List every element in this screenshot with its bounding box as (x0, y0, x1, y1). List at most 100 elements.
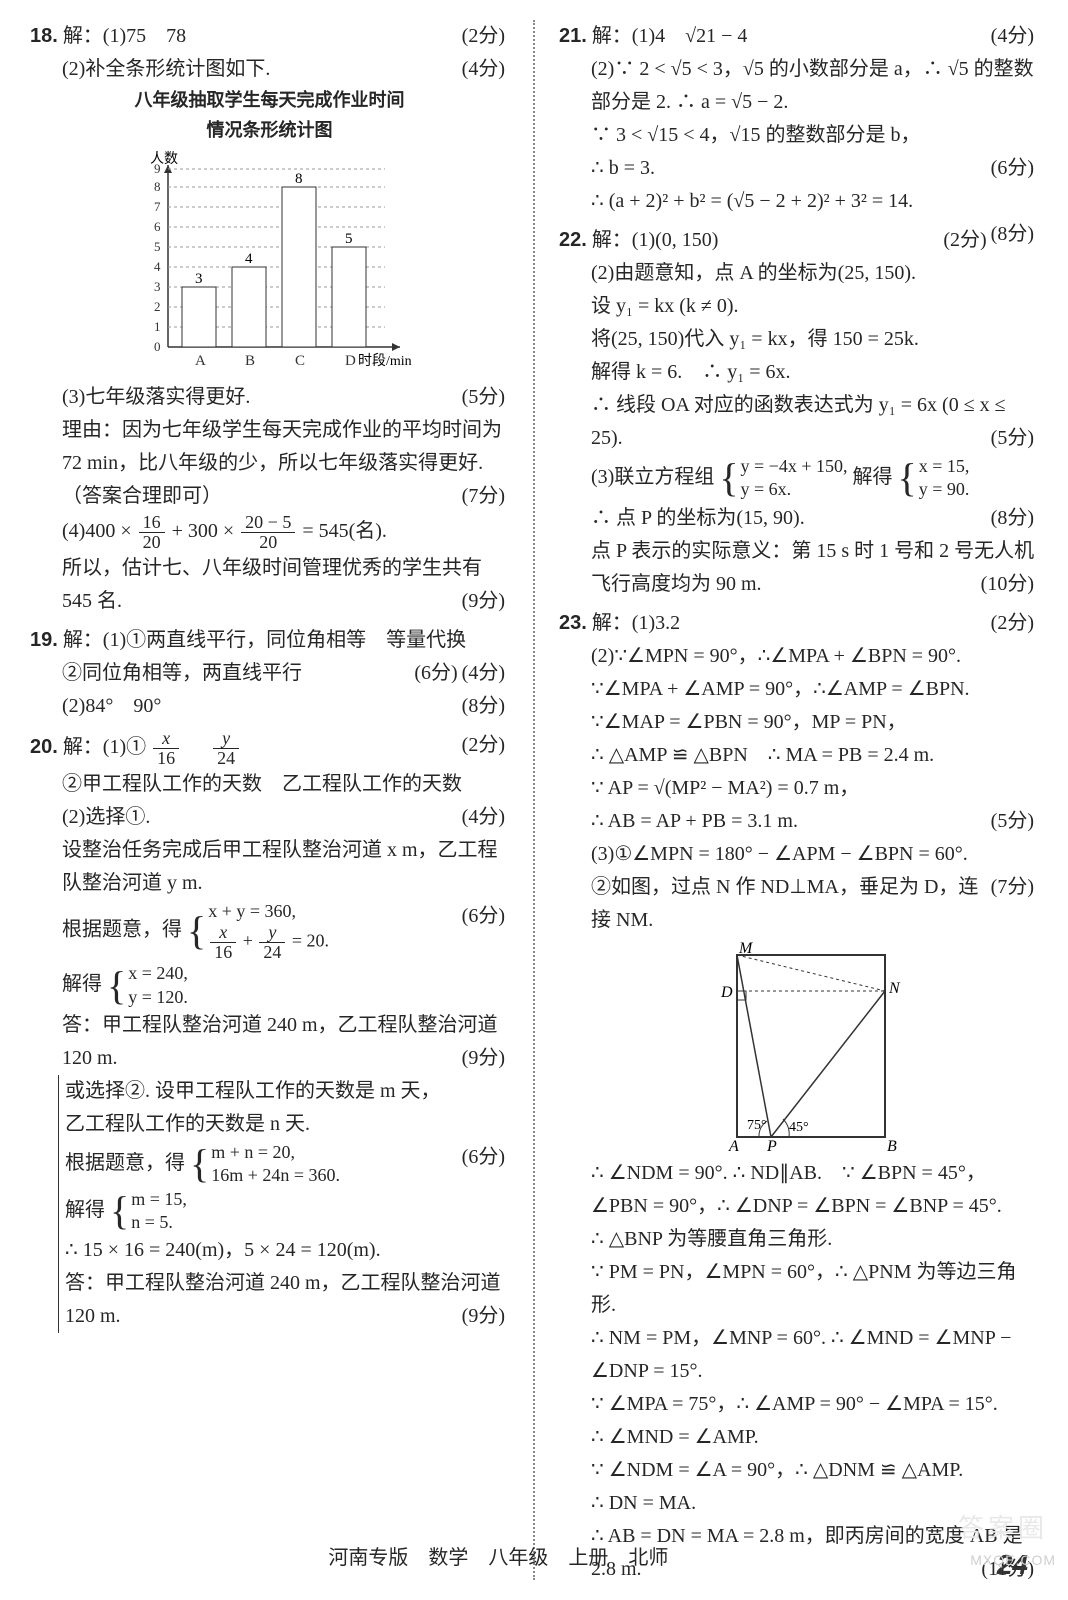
q20-alt: 或选择②. 设甲工程队工作的天数是 m 天， 乙工程队工作的天数是 n 天. 根… (58, 1075, 509, 1334)
q23-l1: 解：(1)3.2 (592, 612, 680, 634)
q23-l6: ∵ AP = √(MP² − MA²) = 0.7 m， (559, 772, 1038, 805)
watermark-url: MXQE.COM (970, 1549, 1056, 1572)
q23-s8: (7分) (991, 871, 1034, 904)
q18-s2: (4分) (462, 53, 505, 86)
q22-system: {y = −4x + 150,y = 6x. (719, 455, 847, 502)
q19-s3: (8分) (462, 690, 505, 723)
left-column: 18. 解：(1)75 78 (2分) (2)补全条形统计图如下. (4分) 八… (30, 20, 509, 1580)
q19-l3: (2)84° 90° (62, 695, 161, 717)
q18-l5: 所以，估计七、八年级时间管理优秀的学生共有 545 名. (62, 557, 482, 612)
q23-geometry-diagram: 75° 45° M D N A P B (689, 941, 909, 1153)
q20-l4: 设整治任务完成后甲工程队整治河道 x m，乙工程队整治河道 y m. (30, 834, 509, 900)
question-20: 20. 解：(1)① x16 y24 (2分) ②甲工程队工作的天数 乙工程队工… (30, 729, 509, 1333)
svg-text:2: 2 (154, 299, 161, 314)
q22-l5: 解得 k = 6. ∴ y₁ = 6x. (559, 356, 1038, 389)
q23-l11: ∴ △BNP 为等腰直角三角形. (559, 1223, 1038, 1256)
q22-l1: 解：(1)(0, 150) (592, 229, 719, 251)
q18-l2: (2)补全条形统计图如下. (62, 58, 270, 80)
svg-text:M: M (738, 941, 754, 957)
q22-l3: 设 y₁ = kx (k ≠ 0). (559, 290, 1038, 323)
q18-l4: 理由：因为七年级学生每天完成作业的平均时间为 72 min，比八年级的少，所以七… (62, 419, 502, 507)
q22-s6: (5分) (991, 422, 1034, 455)
q22-l9: 点 P 表示的实际意义：第 15 s 时 1 号和 2 号无人机飞行高度均为 9… (591, 540, 1034, 595)
q23-l12: ∵ PM = PN，∠MPN = 60°，∴ △PNM 为等边三角形. (559, 1256, 1038, 1322)
svg-text:3: 3 (154, 279, 161, 294)
q19-num: 19. (30, 629, 58, 651)
q23-l8: (3)①∠MPN = 180° − ∠APM − ∠BPN = 60°. (559, 838, 1038, 871)
svg-text:B: B (245, 353, 255, 369)
q20-num: 20. (30, 736, 58, 758)
watermark-cn: 答案圈 (958, 1507, 1048, 1550)
svg-text:N: N (888, 980, 901, 997)
svg-text:0: 0 (154, 339, 161, 354)
q18-l3: (3)七年级落实得更好. (62, 386, 250, 408)
q20-system1: {x + y = 360,x16 + y24 = 20. (187, 900, 329, 962)
q22-s8: (8分) (991, 502, 1034, 535)
svg-text:B: B (887, 1138, 897, 1153)
question-23: 23. 解：(1)3.2 (2分) (2)∵∠MPN = 90°，∴∠MPA +… (559, 607, 1038, 1586)
svg-text:9: 9 (154, 161, 161, 176)
q21-l3: ∵ 3 < √15 < 4，√15 的整数部分是 b， (559, 119, 1038, 152)
svg-text:A: A (728, 1138, 739, 1153)
svg-text:1: 1 (154, 319, 161, 334)
q22-l4: 将(25, 150)代入 y₁ = kx，得 150 = 25k. (559, 323, 1038, 356)
question-21: 21. 解：(1)4 √21 − 4 (4分) (2)∵ 2 < √5 < 3，… (559, 20, 1038, 218)
q18-s1: (2分) (462, 20, 505, 53)
svg-text:4: 4 (154, 259, 161, 274)
q18-formula4: (4)400 × 1620 + 300 × 20 − 520 = 545(名). (30, 513, 509, 552)
q23-l13: ∴ NM = PM，∠MNP = 60°. ∴ ∠MND = ∠MNP − ∠D… (559, 1322, 1038, 1388)
q23-l2: (2)∵∠MPN = 90°，∴∠MPA + ∠BPN = 90°. (559, 640, 1038, 673)
q23-l14: ∵ ∠MPA = 75°，∴ ∠AMP = 90° − ∠MPA = 15°. (559, 1388, 1038, 1421)
footer-text: 河南专版 数学 八年级 上册 北师 (328, 1547, 668, 1569)
q19-l1: 解：(1)①两直线平行，同位角相等 等量代换 (63, 629, 466, 651)
question-19: 19. 解：(1)①两直线平行，同位角相等 等量代换 (4分) ②同位角相等，两… (30, 624, 509, 723)
svg-text:D: D (720, 984, 733, 1001)
q23-l9: ②如图，过点 N 作 ND⊥MA，垂足为 D，连接 NM. (559, 871, 1038, 937)
q23-num: 23. (559, 612, 587, 634)
svg-text:3: 3 (195, 271, 203, 287)
q23-l4: ∵∠MAP = ∠PBN = 90°，MP = PN， (559, 706, 1038, 739)
q19-s2: (6分) (414, 657, 457, 690)
q20-s1: (2分) (462, 729, 505, 762)
q22-s1: (2分) (943, 224, 986, 257)
q23-l10: ∴ ∠NDM = 90°. ∴ ND∥AB. ∵ ∠BPN = 45°，∠PBN… (559, 1157, 1038, 1223)
q18-l1: 解：(1)75 78 (63, 25, 186, 47)
q22-l8: ∴ 点 P 的坐标为(15, 90). (591, 507, 805, 529)
q20-l7: 答：甲工程队整治河道 240 m，乙工程队整治河道 120 m. (62, 1014, 498, 1069)
q18-s3: (5分) (462, 381, 505, 414)
q21-l5: ∴ (a + 2)² + b² = (√5 − 2 + 2)² + 3² = 1… (559, 185, 1038, 218)
q18-chart-title1: 八年级抽取学生每天完成作业时间 (30, 86, 509, 116)
q21-num: 21. (559, 25, 587, 47)
q23-l7: ∴ AB = AP + PB = 3.1 m. (591, 810, 798, 832)
q18-num: 18. (30, 25, 58, 47)
svg-text:C: C (295, 353, 305, 369)
q21-l4: ∴ b = 3. (591, 157, 655, 179)
q23-l3: ∵∠MPA + ∠AMP = 90°，∴∠AMP = ∠BPN. (559, 673, 1038, 706)
svg-text:A: A (195, 353, 206, 369)
q19-s1: (4分) (462, 657, 505, 690)
q20-sol1: {x = 240,y = 120. (107, 962, 188, 1009)
q20-l2: ②甲工程队工作的天数 乙工程队工作的天数 (62, 773, 462, 795)
svg-text:75°: 75° (747, 1118, 767, 1133)
svg-text:时段/min: 时段/min (358, 353, 412, 369)
question-22: 22. 解：(1)(0, 150) (2分) (2)由题意知，点 A 的坐标为(… (559, 224, 1038, 601)
q21-s1: (4分) (991, 20, 1034, 53)
svg-text:P: P (766, 1138, 777, 1153)
q18-chart-title2: 情况条形统计图 (30, 116, 509, 146)
q21-l2: (2)∵ 2 < √5 < 3，√5 的小数部分是 a，∴ √5 的整数部分是 … (559, 53, 1038, 119)
svg-text:5: 5 (154, 239, 161, 254)
right-column: 21. 解：(1)4 √21 − 4 (4分) (2)∵ 2 < √5 < 3，… (559, 20, 1038, 1580)
q21-s4: (6分) (991, 152, 1034, 185)
q23-s7: (5分) (991, 805, 1034, 838)
q23-l16: ∵ ∠NDM = ∠A = 90°，∴ △DNM ≌ △AMP. (559, 1454, 1038, 1487)
q22-num: 22. (559, 229, 587, 251)
q19-l2: ②同位角相等，两直线平行 (62, 662, 302, 684)
q20-s2: (4分) (462, 801, 505, 834)
q21-s5: (8分) (991, 218, 1034, 251)
svg-text:8: 8 (295, 171, 303, 187)
svg-text:5: 5 (345, 231, 353, 247)
question-18: 18. 解：(1)75 78 (2分) (2)补全条形统计图如下. (4分) 八… (30, 20, 509, 618)
q22-l2: (2)由题意知，点 A 的坐标为(25, 150). (559, 257, 1038, 290)
q23-s1: (2分) (991, 607, 1034, 640)
page-footer: 河南专版 数学 八年级 上册 北师 24 (0, 1542, 1068, 1588)
